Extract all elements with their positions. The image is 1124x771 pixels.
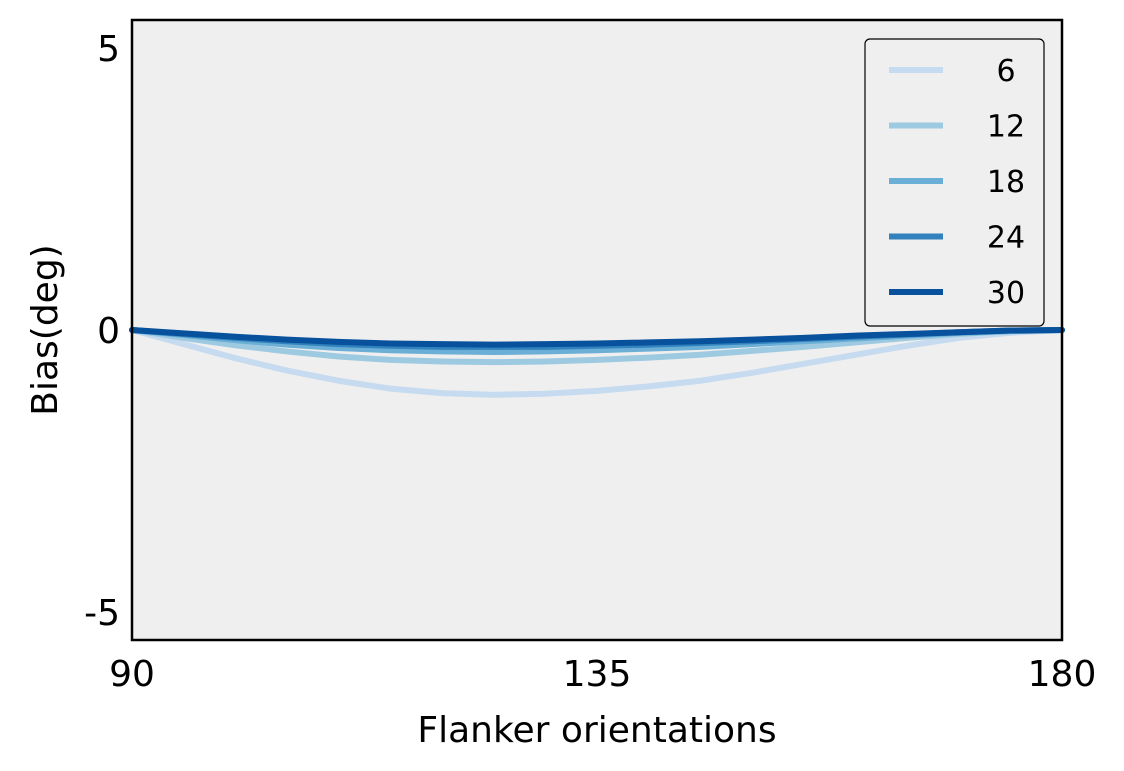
legend-label-24: 24: [987, 221, 1025, 256]
y-tick-label: 5: [97, 29, 120, 70]
legend-label-30: 30: [987, 276, 1025, 311]
x-tick-label: 90: [109, 654, 155, 695]
legend: 6 12 18 24 30: [864, 38, 1045, 327]
x-tick-label: 135: [563, 654, 632, 695]
legend-box: [864, 38, 1045, 327]
y-axis-ticks: -5 0 5: [84, 29, 120, 634]
series-line-30: [129, 327, 1065, 348]
x-tick-label: 180: [1028, 654, 1097, 695]
legend-label-18: 18: [987, 165, 1025, 200]
y-axis-label: Bias(deg): [25, 244, 66, 415]
legend-label-6: 6: [996, 54, 1015, 89]
series-line-6: [129, 327, 1065, 398]
x-axis-ticks: 90 135 180: [109, 654, 1096, 695]
y-tick-label: -5: [84, 593, 120, 634]
x-axis-label: Flanker orientations: [417, 710, 776, 751]
series-layer: [129, 327, 1065, 398]
legend-label-12: 12: [987, 110, 1025, 145]
y-tick-label: 0: [97, 311, 120, 352]
plot-frame: [130, 18, 1064, 642]
